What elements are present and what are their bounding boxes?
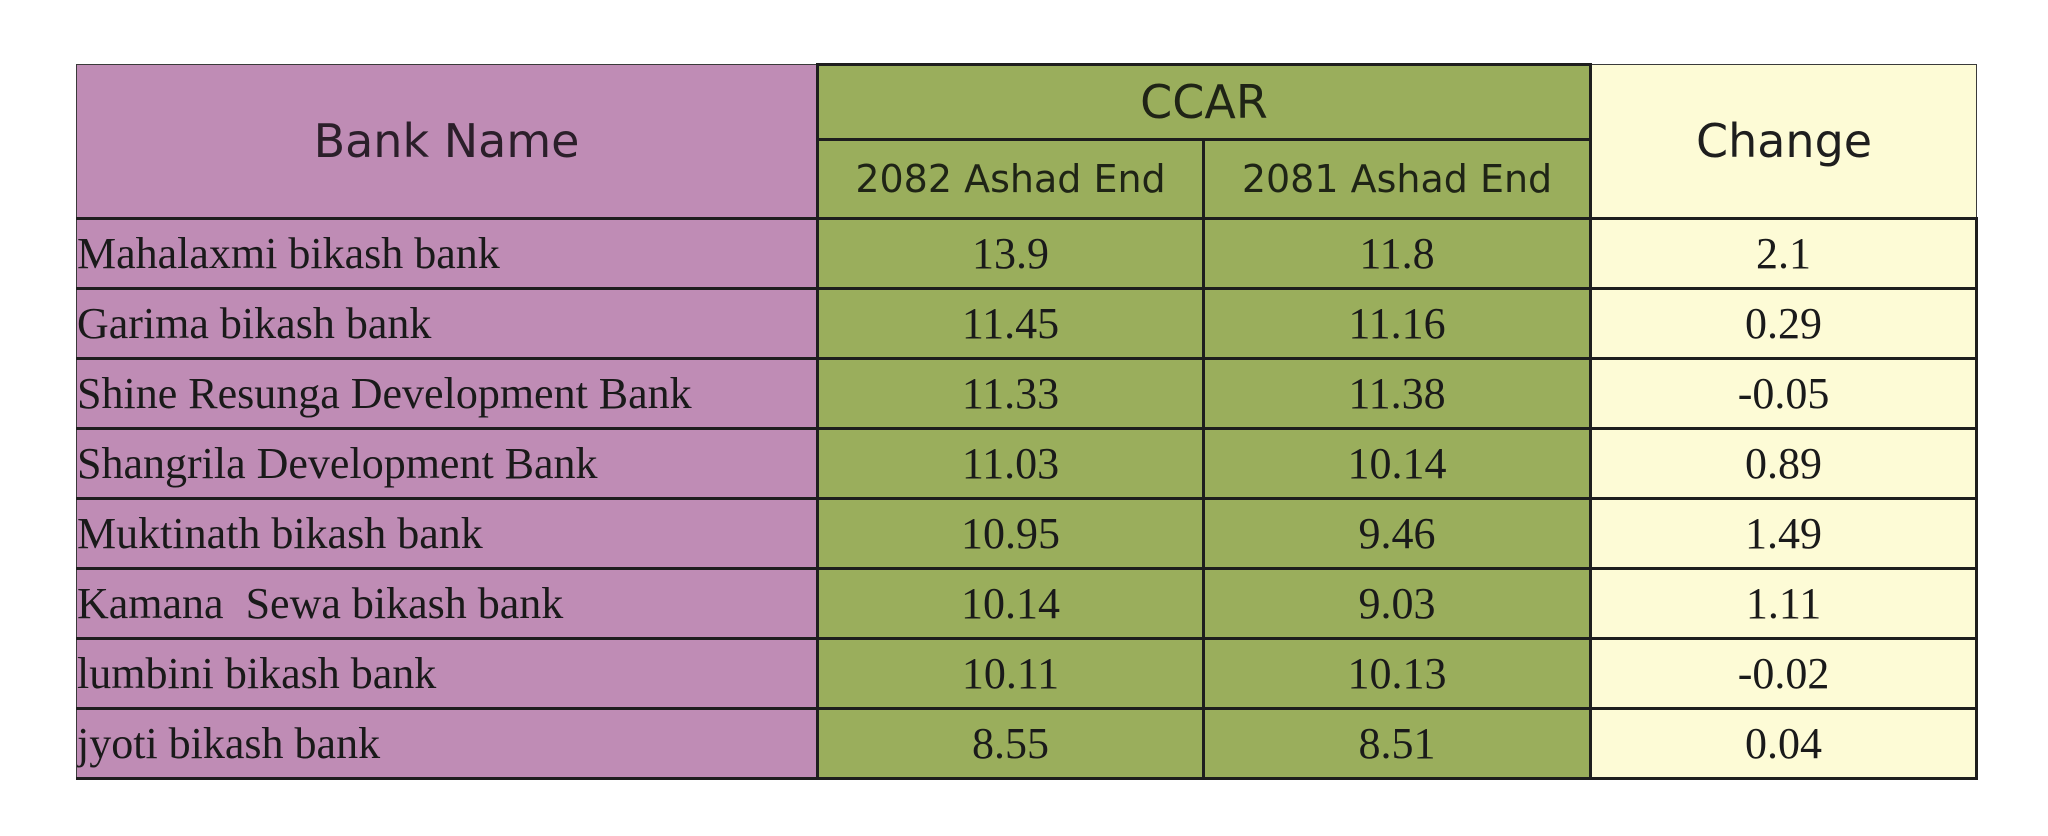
table-row: Garima bikash bank 11.45 11.16 0.29: [76, 288, 1979, 360]
change-cell: 2.1: [1589, 217, 1979, 290]
table-row: Muktinath bikash bank 10.95 9.46 1.49: [76, 498, 1979, 570]
ccar-header: CCAR: [815, 63, 1593, 141]
ccar-2081-cell: 11.38: [1201, 358, 1593, 430]
change-cell: 0.04: [1589, 708, 1979, 780]
ccar-2082-cell: 8.55: [816, 708, 1205, 780]
change-cell: 0.89: [1589, 428, 1979, 500]
bank-name-header: Bank Name: [76, 64, 818, 219]
bank-name-cell: jyoti bikash bank: [76, 708, 818, 780]
bank-name-cell: Shine Resunga Development Bank: [76, 358, 818, 430]
ccar-2081-cell: 9.46: [1201, 498, 1593, 570]
change-cell: -0.02: [1589, 638, 1979, 710]
ccar-2081-cell: 10.14: [1201, 428, 1593, 500]
header-row-years: 2082 Ashad End 2081 Ashad End: [77, 139, 1977, 219]
table-row: Shine Resunga Development Bank 11.33 11.…: [76, 358, 1979, 430]
ccar-2082-cell: 10.11: [816, 638, 1205, 710]
ccar-table: Bank Name CCAR Change 2082 Ashad End 208…: [76, 63, 1979, 780]
ccar-2081-cell: 11.8: [1201, 217, 1593, 290]
ccar-2081-cell: 10.13: [1201, 638, 1593, 710]
table-row: Shangrila Development Bank 11.03 10.14 0…: [76, 428, 1979, 500]
ccar-2082-cell: 10.95: [816, 498, 1205, 570]
change-cell: 1.11: [1589, 568, 1979, 640]
ccar-2082-cell: 10.14: [816, 568, 1205, 640]
change-cell: -0.05: [1589, 358, 1979, 430]
ccar-2081-cell: 9.03: [1201, 568, 1593, 640]
bank-name-cell: Mahalaxmi bikash bank: [76, 217, 818, 290]
ccar-2081-cell: 11.16: [1201, 288, 1593, 360]
bank-name-cell: lumbini bikash bank: [76, 638, 818, 710]
table-row: jyoti bikash bank 8.55 8.51 0.04: [76, 708, 1979, 780]
bank-name-cell: Shangrila Development Bank: [76, 428, 818, 500]
table-row: Mahalaxmi bikash bank 13.9 11.8 2.1: [76, 217, 1979, 290]
change-cell: 0.29: [1589, 288, 1979, 360]
year-2082-header: 2082 Ashad End: [816, 139, 1205, 219]
bank-name-cell: Kamana Sewa bikash bank: [76, 568, 818, 640]
ccar-2082-cell: 11.33: [816, 358, 1205, 430]
ccar-2082-cell: 13.9: [816, 217, 1205, 290]
bank-name-cell: Garima bikash bank: [76, 288, 818, 360]
change-cell: 1.49: [1589, 498, 1979, 570]
table-row: Kamana Sewa bikash bank 10.14 9.03 1.11: [76, 568, 1979, 640]
ccar-2082-cell: 11.03: [816, 428, 1205, 500]
bank-name-cell: Muktinath bikash bank: [76, 498, 818, 570]
header-row-top: Bank Name CCAR Change: [76, 63, 1978, 219]
ccar-2081-cell: 8.51: [1201, 708, 1593, 780]
ccar-2082-cell: 11.45: [816, 288, 1205, 360]
year-2081-header: 2081 Ashad End: [1201, 139, 1593, 219]
change-header: Change: [1590, 64, 1978, 219]
table-row: lumbini bikash bank 10.11 10.13 -0.02: [76, 638, 1979, 710]
